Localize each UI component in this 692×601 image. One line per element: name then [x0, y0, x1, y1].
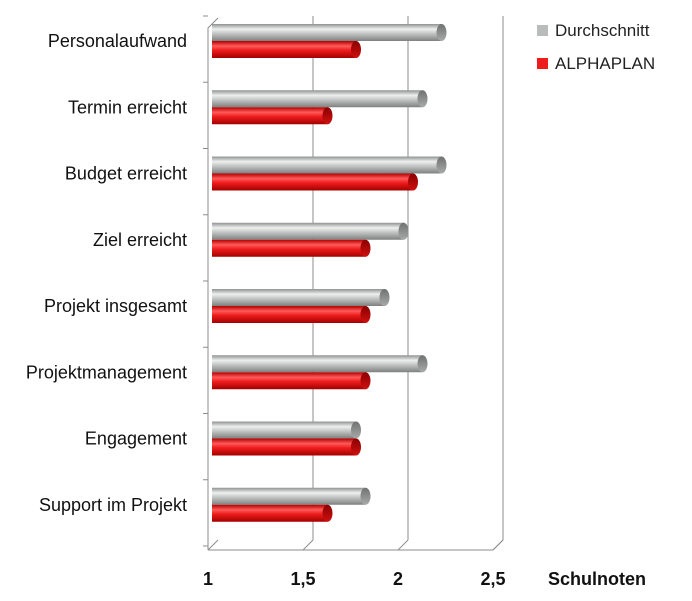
category-labels: Personalaufwand Termin erreicht Budget err… — [26, 31, 187, 515]
bar-cap-durchschnitt — [417, 355, 428, 373]
legend-item-alphaplan: ALPHAPLAN — [537, 54, 655, 73]
legend: Durchschnitt ALPHAPLAN — [537, 21, 655, 73]
bar-durchschnitt — [212, 156, 447, 174]
bar-body-durchschnitt — [212, 156, 442, 174]
x-tick-label: 2 — [393, 569, 403, 589]
bar-cap-durchschnitt — [417, 90, 428, 108]
bar-body-alphaplan — [212, 107, 328, 125]
bar-cap-alphaplan — [322, 504, 333, 522]
x-tick-labels: 1 1,5 2 2,5 — [203, 569, 506, 589]
x-tick-label: 2,5 — [480, 569, 505, 589]
bar-cap-alphaplan — [408, 173, 418, 191]
bar-alphaplan — [212, 372, 371, 390]
bar-cap-durchschnitt — [436, 156, 447, 174]
bar-body-durchschnitt — [212, 289, 385, 306]
gridline-floor — [302, 539, 314, 551]
bar-alphaplan — [212, 41, 361, 58]
bar-body-alphaplan — [212, 504, 328, 522]
bar-alphaplan — [212, 306, 371, 323]
bar-body-durchschnitt — [212, 487, 366, 505]
bar-cap-alphaplan — [322, 107, 333, 125]
bar-body-durchschnitt — [212, 222, 404, 240]
bar-cap-alphaplan — [351, 438, 361, 456]
x-tick-label: 1,5 — [290, 569, 315, 589]
bar-cap-alphaplan — [360, 239, 371, 257]
bar-body-durchschnitt — [212, 421, 356, 439]
bar-body-alphaplan — [212, 239, 366, 257]
bar-body-alphaplan — [212, 306, 366, 323]
category-label: Ziel erreicht — [93, 230, 187, 250]
bar-durchschnitt — [212, 421, 361, 439]
legend-swatch — [537, 58, 548, 69]
bar-durchschnitt — [212, 355, 428, 373]
bar-body-durchschnitt — [212, 90, 423, 108]
bar-cap-alphaplan — [360, 306, 371, 323]
category-label: Engagement — [85, 429, 187, 449]
bar-body-alphaplan — [212, 372, 366, 390]
bar-body-alphaplan — [212, 438, 356, 456]
bar-body-alphaplan — [212, 41, 356, 58]
bar-cap-durchschnitt — [398, 222, 409, 240]
bar-durchschnitt — [212, 24, 447, 41]
category-label: Projekt insgesamt — [44, 296, 187, 316]
gridline-floor — [492, 539, 504, 551]
bar-alphaplan — [212, 173, 418, 191]
bar-durchschnitt — [212, 289, 390, 306]
bar-durchschnitt — [212, 487, 371, 505]
left-wall — [207, 17, 219, 550]
x-tick-label: 1 — [203, 569, 213, 589]
bar-cap-durchschnitt — [379, 289, 390, 306]
gridline-floor — [397, 539, 409, 551]
bar-body-durchschnitt — [212, 355, 423, 373]
legend-item-durchschnitt: Durchschnitt — [537, 21, 650, 40]
bar-durchschnitt — [212, 222, 409, 240]
bar-cap-durchschnitt — [360, 487, 371, 505]
category-label: Projektmanagement — [26, 362, 187, 382]
bar-cap-alphaplan — [351, 41, 361, 58]
category-label: Budget erreicht — [65, 164, 187, 184]
bar-alphaplan — [212, 239, 371, 257]
bar-series — [212, 24, 447, 522]
bar-cap-durchschnitt — [351, 421, 361, 439]
category-label: Support im Projekt — [39, 495, 187, 515]
bar-alphaplan — [212, 438, 361, 456]
bar-alphaplan — [212, 107, 333, 125]
bar-alphaplan — [212, 504, 333, 522]
bar-cap-alphaplan — [360, 372, 371, 390]
bar-cap-durchschnitt — [436, 24, 447, 41]
legend-label: ALPHAPLAN — [555, 54, 655, 73]
legend-swatch — [537, 25, 548, 36]
bar-body-durchschnitt — [212, 24, 442, 41]
legend-label: Durchschnitt — [555, 21, 650, 40]
category-label: Personalaufwand — [48, 31, 187, 51]
category-label: Termin erreicht — [68, 97, 187, 117]
bar-body-alphaplan — [212, 173, 413, 191]
bar-durchschnitt — [212, 90, 428, 108]
floor-left-edge — [207, 539, 219, 551]
x-axis-label: Schulnoten — [548, 569, 646, 589]
